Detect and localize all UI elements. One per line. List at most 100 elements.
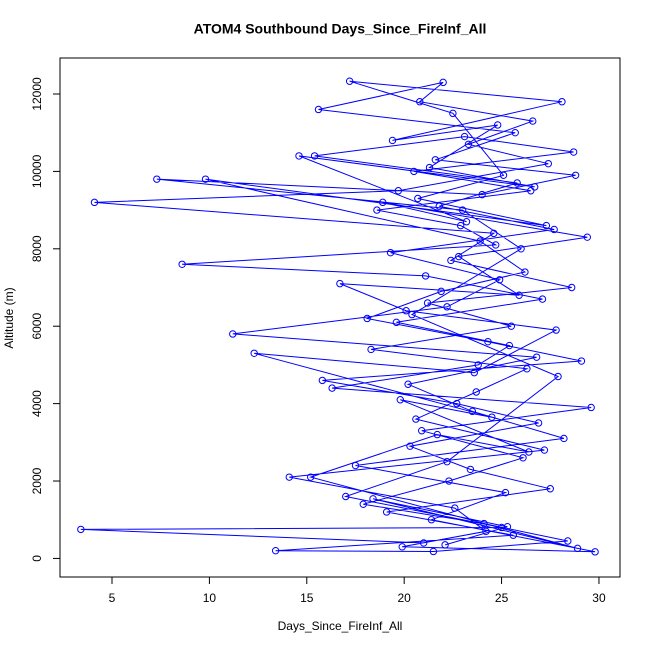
x-axis-label: Days_Since_FireInf_All xyxy=(278,619,403,633)
data-point xyxy=(369,495,377,503)
data-point xyxy=(529,117,537,125)
data-point xyxy=(564,537,572,545)
data-point xyxy=(229,330,237,338)
data-point xyxy=(509,531,517,539)
data-point xyxy=(558,98,566,106)
data-point xyxy=(310,152,319,160)
y-tick-label: 8000 xyxy=(30,235,44,262)
data-point xyxy=(493,121,502,129)
data-point xyxy=(538,295,547,303)
data-point xyxy=(178,260,186,268)
data-point xyxy=(295,152,303,160)
data-point xyxy=(363,314,371,323)
data-point xyxy=(497,523,506,532)
y-tick-label: 0 xyxy=(30,555,44,562)
data-point xyxy=(382,508,391,516)
data-point xyxy=(505,341,514,350)
y-axis-label: Altitude (m) xyxy=(2,287,16,348)
data-point xyxy=(421,272,430,280)
data-point xyxy=(455,252,463,261)
data-point xyxy=(544,159,553,168)
data-point xyxy=(398,543,406,551)
data-point xyxy=(336,279,344,288)
data-point xyxy=(501,488,510,497)
data-point xyxy=(458,206,467,214)
data-point xyxy=(583,233,591,241)
data-point xyxy=(359,500,367,508)
data-point xyxy=(480,519,488,528)
data-point xyxy=(523,365,531,373)
data-point xyxy=(511,128,519,137)
data-point xyxy=(435,202,443,210)
data-point xyxy=(530,183,539,191)
data-line xyxy=(80,80,596,553)
y-tick-label: 12000 xyxy=(30,77,44,111)
data-point xyxy=(462,218,471,226)
data-point xyxy=(449,109,457,118)
data-point xyxy=(534,419,543,427)
data-point xyxy=(427,516,436,524)
data-point xyxy=(394,187,403,195)
data-point xyxy=(577,357,586,365)
data-point xyxy=(404,380,412,388)
data-point xyxy=(433,430,441,439)
data-point xyxy=(392,318,401,327)
data-point xyxy=(443,303,451,311)
chart-title: ATOM4 Southbound Days_Since_FireInf_All xyxy=(194,21,487,37)
data-point xyxy=(345,77,354,85)
x-tick-label: 10 xyxy=(203,591,217,605)
y-tick-label: 6000 xyxy=(30,313,44,340)
data-point xyxy=(515,291,523,299)
data-point xyxy=(495,276,504,284)
data-point xyxy=(408,310,416,319)
data-point xyxy=(443,457,451,466)
data-point xyxy=(560,434,568,443)
data-point xyxy=(373,206,381,214)
x-tick-label: 5 xyxy=(109,591,116,605)
data-point xyxy=(453,399,461,408)
x-tick-label: 15 xyxy=(300,591,314,605)
data-point xyxy=(567,283,576,292)
data-point xyxy=(445,477,453,485)
y-tick-label: 10000 xyxy=(30,154,44,188)
data-point xyxy=(527,187,535,195)
data-point xyxy=(437,287,445,296)
data-point xyxy=(519,454,527,462)
data-point xyxy=(532,353,541,361)
data-point xyxy=(507,322,516,330)
x-tick-label: 20 xyxy=(398,591,412,605)
data-point xyxy=(396,396,404,404)
data-point xyxy=(456,221,465,230)
data-point xyxy=(525,448,533,456)
data-point xyxy=(306,473,315,481)
data-point xyxy=(460,132,469,141)
data-point xyxy=(153,175,161,183)
data-point xyxy=(569,148,578,156)
data-point xyxy=(552,326,560,334)
data-point xyxy=(466,465,475,474)
data-point xyxy=(447,256,455,265)
data-point xyxy=(423,299,432,307)
data-point xyxy=(591,548,599,556)
y-tick-label: 4000 xyxy=(30,390,44,417)
data-point xyxy=(412,415,420,423)
data-point xyxy=(550,225,558,234)
data-point xyxy=(499,171,508,179)
x-tick-label: 25 xyxy=(495,591,509,605)
data-point xyxy=(271,546,280,555)
data-point xyxy=(419,539,428,547)
data-point xyxy=(351,461,360,470)
data-point xyxy=(414,194,422,203)
data-point xyxy=(388,136,397,145)
data-point xyxy=(464,140,473,149)
data-point xyxy=(540,446,549,454)
x-tick-label: 30 xyxy=(592,591,606,605)
data-point xyxy=(451,504,459,512)
data-point xyxy=(425,163,434,172)
data-point xyxy=(573,544,582,553)
data-point xyxy=(406,442,414,450)
data-point xyxy=(587,403,595,412)
y-tick-label: 2000 xyxy=(30,467,44,494)
data-point xyxy=(490,229,498,238)
